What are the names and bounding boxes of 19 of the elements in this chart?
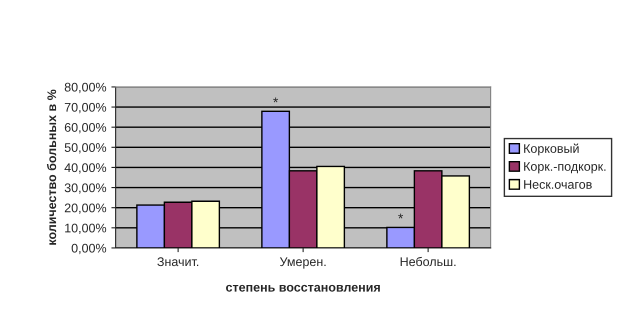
legend-label: Неск.очагов — [524, 180, 592, 189]
y-tick-label: 80,00% — [64, 82, 106, 94]
legend-label: Корковый — [524, 144, 579, 156]
y-tick-label: 60,00% — [64, 122, 106, 134]
y-axis-title: количество больных в % — [46, 90, 56, 245]
x-axis-title: степень восстановления — [226, 284, 380, 292]
annotation: * — [398, 214, 404, 218]
legend-label: Корк.-подкорк. — [524, 162, 606, 174]
y-tick-label: 50,00% — [64, 143, 106, 154]
y-tick-label: 10,00% — [65, 224, 106, 234]
annotation: * — [273, 97, 278, 102]
y-tick-label: 0,00% — [72, 244, 106, 254]
y-tick-label: 30,00% — [64, 183, 106, 194]
y-tick-label: 40,00% — [64, 163, 106, 174]
x-tick-label: Значит. — [157, 257, 198, 266]
x-tick-label: Умерен. — [280, 257, 326, 269]
y-tick-label: 70,00% — [64, 102, 106, 114]
y-tick-label: 20,00% — [64, 203, 106, 214]
x-tick-label: Небольш. — [400, 256, 456, 266]
